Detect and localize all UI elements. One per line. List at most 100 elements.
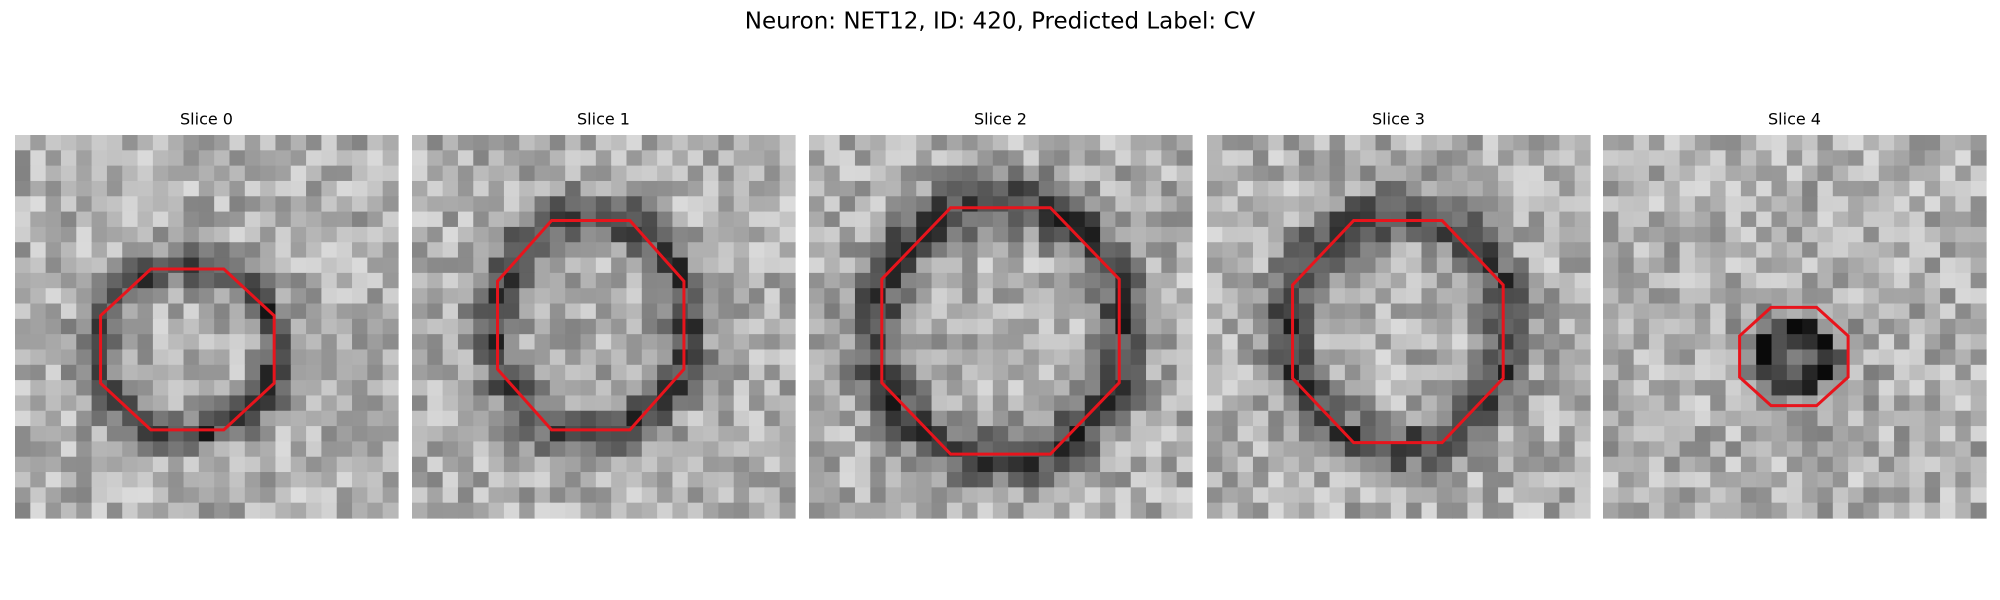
pixel (367, 487, 384, 504)
pixel (1710, 426, 1727, 442)
pixel (1679, 150, 1696, 167)
pixel (657, 196, 674, 213)
pixel (824, 349, 841, 366)
pixel (1038, 502, 1055, 519)
pixel (1756, 456, 1773, 473)
pixel (1329, 395, 1346, 412)
pixel (412, 150, 428, 167)
pixel (1069, 242, 1086, 259)
pixel (1222, 211, 1239, 228)
pixel (1023, 150, 1040, 167)
pixel (1924, 456, 1941, 473)
pixel (275, 502, 292, 519)
pixel (1802, 257, 1819, 274)
pixel (1268, 165, 1285, 182)
pixel (1452, 272, 1469, 289)
pixel (931, 242, 948, 259)
pixel (1694, 165, 1711, 182)
pixel (1176, 180, 1193, 197)
pixel (442, 303, 459, 320)
pixel (687, 150, 704, 167)
pixel (473, 288, 490, 305)
pixel (1909, 211, 1926, 228)
pixel (1421, 288, 1438, 305)
pixel (900, 472, 917, 488)
pixel (839, 364, 856, 381)
pixel (641, 487, 658, 504)
pixel (962, 242, 979, 259)
pixel (1008, 349, 1025, 366)
pixel (916, 196, 933, 213)
pixel (641, 272, 658, 289)
pixel (1618, 426, 1635, 442)
pixel (1633, 487, 1650, 504)
pixel (1344, 380, 1361, 397)
pixel (1023, 303, 1040, 320)
pixel (290, 303, 307, 320)
pixel (1832, 272, 1849, 289)
pixel (1069, 257, 1086, 274)
pixel (1528, 303, 1545, 320)
pixel (1161, 426, 1178, 442)
pixel (91, 472, 108, 488)
pixel (122, 349, 139, 366)
pixel (1452, 395, 1469, 412)
pixel (168, 441, 185, 458)
pixel (15, 135, 31, 151)
pixel (1467, 211, 1484, 228)
pixel (1406, 135, 1423, 151)
pixel (1786, 165, 1803, 182)
pixel (672, 395, 689, 412)
pixel (1207, 456, 1223, 473)
pixel (367, 426, 384, 442)
pixel (1740, 472, 1757, 488)
pixel (1970, 242, 1987, 259)
pixel (488, 410, 505, 427)
pixel (367, 380, 384, 397)
pixel (611, 410, 628, 427)
pixel (321, 288, 338, 305)
pixel (1406, 242, 1423, 259)
pixel (824, 472, 841, 488)
pixel (1894, 165, 1910, 182)
pixel (137, 257, 154, 274)
pixel (1421, 334, 1438, 351)
pixel (457, 334, 474, 351)
pixel (1648, 410, 1665, 427)
pixel (15, 257, 31, 274)
pixel (534, 472, 551, 488)
pixel (1130, 180, 1147, 197)
pixel (1436, 242, 1453, 259)
pixel (427, 288, 444, 305)
pixel (1710, 441, 1727, 458)
pixel (672, 334, 689, 351)
pixel (1970, 180, 1987, 197)
pixel (687, 303, 704, 320)
pixel (824, 242, 841, 259)
pixel (15, 380, 31, 397)
pixel (1252, 180, 1269, 197)
pixel (1344, 364, 1361, 381)
pixel (60, 410, 77, 427)
pixel (352, 426, 368, 442)
pixel (1924, 410, 1941, 427)
pixel (1544, 349, 1560, 366)
pixel (1360, 135, 1377, 151)
pixel (977, 318, 994, 335)
pixel (352, 272, 368, 289)
pixel (992, 135, 1009, 151)
pixel (1023, 487, 1040, 504)
pixel (687, 288, 704, 305)
pixel (1940, 242, 1956, 259)
pixel (442, 472, 459, 488)
pixel (1894, 410, 1910, 427)
pixel (549, 257, 566, 274)
pixel (229, 364, 246, 381)
pixel (1298, 472, 1315, 488)
pixel (503, 441, 520, 458)
pixel (336, 426, 353, 442)
panel-title: Slice 3 (1372, 110, 1425, 129)
pixel (1482, 426, 1499, 442)
pixel (534, 257, 551, 274)
pixel (549, 472, 566, 488)
